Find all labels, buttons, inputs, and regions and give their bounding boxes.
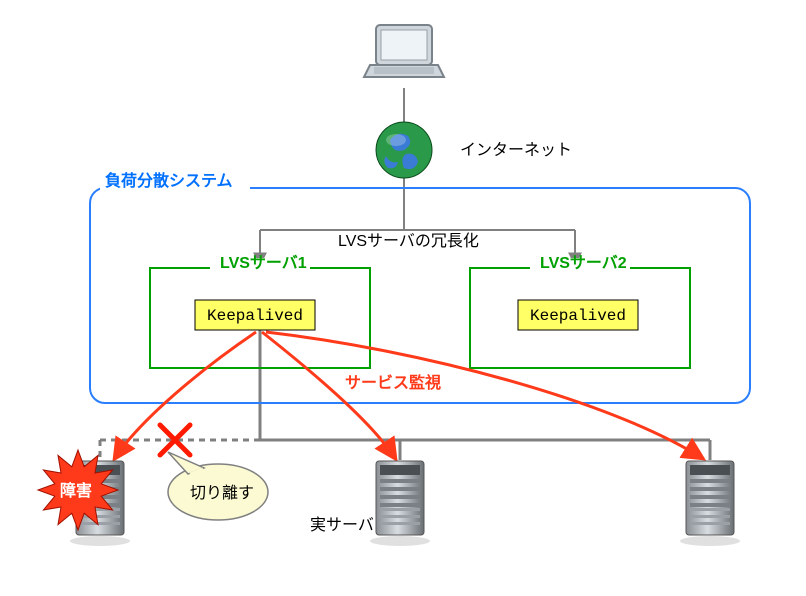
laptop-icon bbox=[364, 25, 444, 77]
detach-label: 切り離す bbox=[190, 484, 254, 502]
server-3-icon bbox=[680, 461, 740, 546]
failure-label: 障害 bbox=[60, 481, 92, 500]
keepalived-2-label: Keepalived bbox=[530, 307, 626, 325]
real-server-label: 実サーバ bbox=[310, 516, 374, 534]
system-title: 負荷分散システム bbox=[105, 171, 233, 190]
lvs2-title: LVSサーバ2 bbox=[540, 254, 627, 272]
cross-icon bbox=[160, 425, 190, 455]
server-2-icon bbox=[370, 461, 430, 546]
globe-icon bbox=[376, 122, 432, 178]
redundancy-label: LVSサーバの冗長化 bbox=[338, 232, 479, 250]
service-monitor-label: サービス監視 bbox=[345, 373, 441, 392]
keepalived-1-label: Keepalived bbox=[207, 307, 303, 325]
lvs1-title: LVSサーバ1 bbox=[220, 254, 307, 272]
internet-label: インターネット bbox=[460, 141, 572, 159]
system-box bbox=[90, 188, 750, 403]
